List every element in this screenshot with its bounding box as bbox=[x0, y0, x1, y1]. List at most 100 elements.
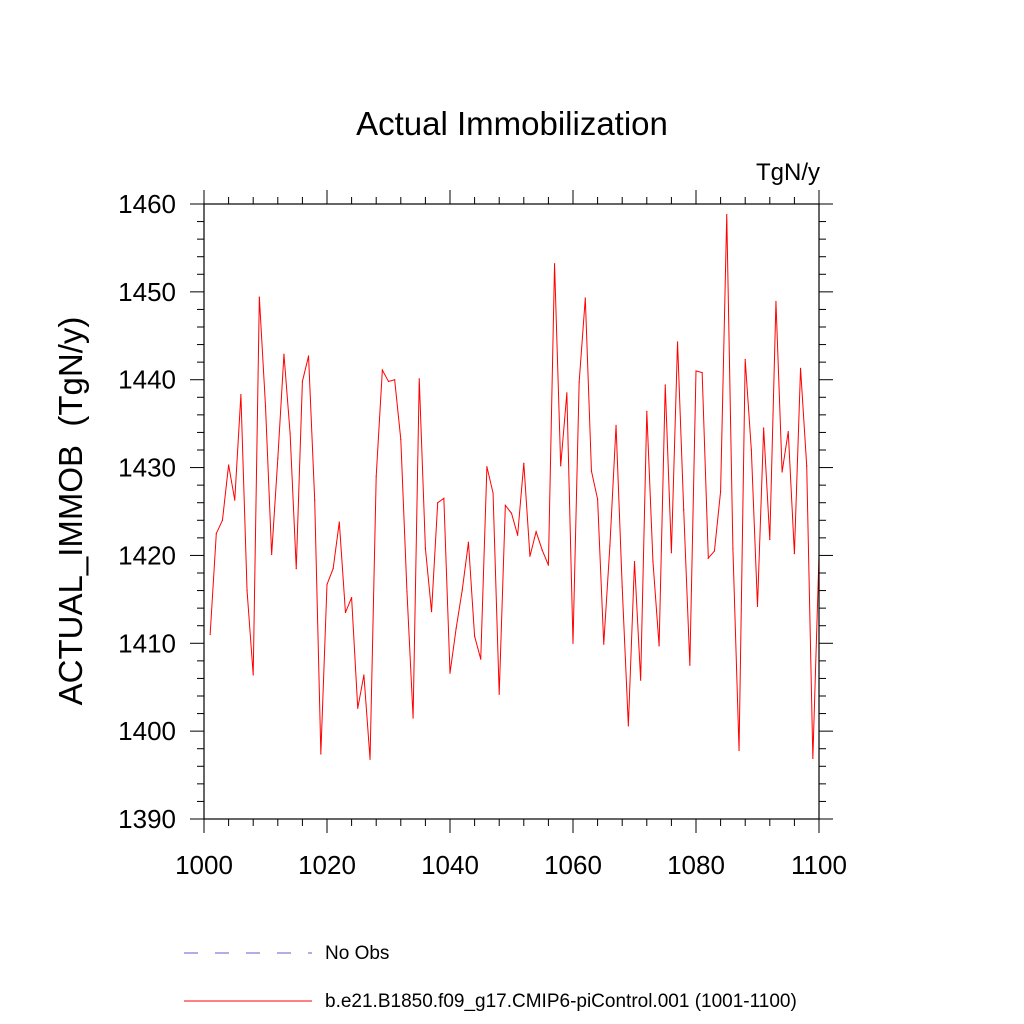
y-tick-label: 1430 bbox=[118, 453, 176, 483]
data-point bbox=[615, 424, 617, 426]
data-point bbox=[553, 263, 556, 265]
data-point bbox=[572, 642, 574, 644]
x-tick-label: 1100 bbox=[791, 850, 847, 880]
data-point bbox=[240, 394, 242, 396]
data-point bbox=[627, 725, 629, 727]
data-point bbox=[344, 611, 347, 614]
data-point bbox=[437, 502, 439, 504]
data-point bbox=[676, 341, 679, 343]
data-point bbox=[320, 753, 322, 755]
data-point bbox=[775, 300, 777, 303]
data-point bbox=[806, 465, 808, 467]
data-point bbox=[603, 643, 605, 645]
data-point bbox=[449, 672, 451, 674]
data-point bbox=[541, 549, 543, 551]
x-tick-label: 1080 bbox=[667, 850, 725, 880]
data-point bbox=[326, 583, 328, 586]
data-point bbox=[258, 296, 260, 298]
data-point bbox=[535, 531, 537, 533]
data-point bbox=[461, 589, 463, 591]
data-point bbox=[492, 492, 494, 494]
data-point bbox=[307, 355, 310, 357]
data-point bbox=[787, 430, 789, 433]
data-point bbox=[246, 589, 248, 592]
data-point bbox=[375, 475, 377, 477]
data-point bbox=[689, 664, 691, 666]
data-point bbox=[658, 645, 660, 647]
y-axis-label: ACTUAL_IMMOB (TgN/y) bbox=[52, 317, 89, 706]
data-point bbox=[277, 458, 279, 460]
data-point bbox=[474, 635, 476, 637]
data-point bbox=[707, 557, 709, 559]
data-point bbox=[609, 545, 611, 547]
data-point bbox=[338, 521, 340, 523]
x-tick-label: 1060 bbox=[544, 850, 602, 880]
data-point bbox=[467, 541, 470, 543]
data-point bbox=[517, 534, 519, 536]
x-tick-label: 1020 bbox=[298, 850, 356, 880]
data-point bbox=[381, 369, 383, 371]
data-point bbox=[215, 532, 217, 535]
data-point bbox=[351, 597, 353, 599]
data-point bbox=[769, 539, 771, 541]
y-tick-label: 1400 bbox=[118, 716, 176, 746]
legend: No Obs b.e21.B1850.f09_g17.CMIP6-piContr… bbox=[184, 943, 797, 1012]
data-point bbox=[750, 449, 752, 451]
data-point bbox=[633, 560, 636, 563]
x-tick-label: 1000 bbox=[175, 850, 233, 880]
data-point bbox=[283, 353, 285, 355]
data-point bbox=[301, 380, 303, 383]
data-point bbox=[264, 405, 267, 407]
units-label: TgN/y bbox=[756, 159, 820, 186]
y-tick-label: 1440 bbox=[118, 365, 176, 395]
data-point bbox=[652, 560, 654, 563]
data-point bbox=[314, 499, 316, 501]
y-tick-label: 1420 bbox=[118, 540, 176, 570]
data-point bbox=[713, 550, 716, 552]
y-tick-label: 1460 bbox=[118, 189, 176, 219]
data-point bbox=[271, 553, 273, 556]
data-point bbox=[590, 470, 593, 472]
data-point bbox=[369, 758, 371, 760]
data-point bbox=[584, 297, 586, 299]
data-point bbox=[234, 499, 236, 501]
data-point bbox=[732, 547, 734, 550]
data-point bbox=[498, 693, 500, 695]
data-point bbox=[578, 381, 580, 383]
data-point bbox=[412, 717, 414, 719]
data-point bbox=[387, 380, 390, 383]
data-point bbox=[510, 512, 513, 514]
data-point bbox=[763, 427, 765, 429]
data-point bbox=[363, 674, 365, 676]
data-point bbox=[744, 358, 746, 361]
data-point bbox=[670, 552, 673, 554]
data-point bbox=[504, 504, 506, 506]
data-point bbox=[793, 553, 796, 555]
data-point bbox=[418, 378, 420, 380]
data-point bbox=[646, 410, 648, 412]
data-point bbox=[695, 370, 697, 372]
series-line-1 bbox=[209, 214, 820, 760]
data-point bbox=[394, 379, 396, 381]
data-point bbox=[701, 372, 703, 374]
data-point bbox=[781, 471, 783, 473]
data-point bbox=[640, 679, 642, 681]
data-point bbox=[430, 611, 433, 613]
data-point bbox=[357, 707, 359, 709]
data-point bbox=[664, 384, 666, 386]
data-point bbox=[523, 462, 525, 464]
data-point bbox=[726, 213, 728, 216]
data-point bbox=[424, 547, 426, 550]
data-point bbox=[209, 633, 211, 636]
chart-title: Actual Immobilization bbox=[356, 105, 668, 142]
data-point bbox=[566, 392, 568, 394]
data-point bbox=[480, 658, 482, 660]
legend-control-run-label: b.e21.B1850.f09_g17.CMIP6-piControl.001 … bbox=[325, 991, 797, 1012]
data-point bbox=[621, 586, 623, 588]
data-point bbox=[400, 438, 402, 441]
data-point bbox=[756, 605, 759, 607]
data-point bbox=[560, 465, 562, 467]
data-point bbox=[221, 519, 224, 521]
data-point bbox=[486, 466, 488, 468]
